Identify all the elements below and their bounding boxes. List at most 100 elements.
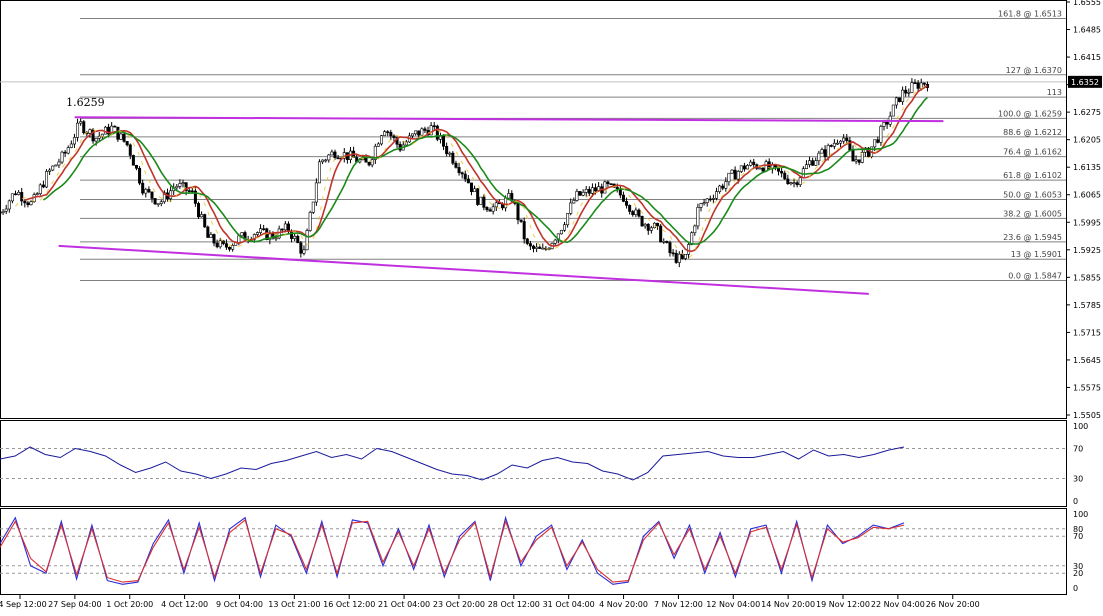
candle-body [48, 169, 52, 172]
candle-body [826, 145, 830, 158]
candle-body [640, 215, 644, 227]
candle-body [255, 232, 259, 235]
candle-body [904, 89, 908, 94]
candle-body [327, 154, 331, 161]
candle-body [479, 196, 483, 205]
candle-body [702, 202, 706, 204]
candle-body [854, 159, 858, 162]
candle-body [144, 189, 148, 194]
candle-body [559, 229, 563, 235]
candle-body [631, 211, 635, 215]
fib-level-label: 38.2 @ 1.6005 [1003, 209, 1062, 218]
candle-body [317, 161, 321, 184]
candle-body [566, 213, 570, 226]
candle-body [380, 135, 384, 145]
x-tick-label: 16 Oct 12:00 [323, 600, 375, 609]
x-tick-label: 23 Oct 20:00 [433, 600, 485, 609]
candle-body [563, 224, 567, 231]
candle-body [35, 193, 39, 195]
candle-body [882, 122, 886, 127]
fib-level-label: 161.8 @ 1.6513 [998, 10, 1062, 19]
candle-body [891, 104, 895, 117]
candle-body [1, 210, 5, 213]
candle-body [293, 235, 297, 239]
candle-body [17, 192, 21, 195]
candle-body [876, 139, 880, 143]
candle-body [922, 82, 926, 85]
candle-body [820, 149, 824, 154]
candle-body [696, 207, 700, 227]
candle-body [587, 189, 591, 194]
candle-body [429, 125, 433, 136]
candle-body [63, 151, 67, 154]
candle-body [531, 245, 535, 249]
stoch-tick-label: 0 [1073, 584, 1078, 593]
candle-body [69, 143, 73, 148]
candle-body [814, 160, 818, 166]
candle-body [842, 137, 846, 142]
candle-body [857, 159, 861, 163]
candle-body [535, 246, 539, 249]
candle-body [811, 160, 815, 166]
stoch-signal-line [0, 518, 905, 583]
candle-body [60, 151, 64, 163]
candle-body [634, 209, 638, 215]
candle-body [581, 192, 585, 196]
candle-body [780, 170, 784, 174]
candle-body [72, 137, 76, 145]
candle-body [687, 244, 691, 255]
candle-body [435, 125, 439, 140]
candle-body [711, 198, 715, 200]
y-tick-label: 1.6065 [1073, 191, 1101, 200]
x-tick-label: 21 Oct 04:00 [378, 600, 430, 609]
rsi-tick-label: 0 [1073, 497, 1078, 506]
candle-body [54, 164, 58, 167]
candle-body [742, 165, 746, 170]
candle-body [228, 246, 232, 250]
x-tick-label: 4 Oct 12:00 [161, 600, 208, 609]
candle-body [668, 242, 672, 254]
fib-level-label: 61.8 @ 1.6102 [1003, 171, 1062, 180]
candle-body [609, 183, 613, 185]
candle-body [305, 230, 309, 251]
fib-level-label: 88.6 @ 1.6212 [1003, 128, 1062, 137]
candle-body [662, 241, 666, 243]
trend-line [58, 244, 869, 295]
candle-body [367, 161, 371, 166]
candle-body [473, 188, 477, 193]
rsi-tick-label: 100 [1073, 422, 1088, 431]
candle-body [91, 129, 95, 142]
current-price-tag [1068, 75, 1102, 88]
x-tick-label: 12 Nov 04:00 [706, 600, 760, 609]
candle-body [485, 207, 489, 211]
candle-body [38, 184, 42, 194]
candle-body [97, 135, 101, 139]
y-tick-label: 1.6135 [1073, 163, 1101, 172]
candle-body [88, 129, 92, 134]
candle-body [519, 219, 523, 222]
candle-body [845, 137, 849, 141]
y-tick-label: 1.6275 [1073, 108, 1101, 117]
candle-body [122, 133, 126, 142]
candle-body [240, 232, 244, 237]
candle-body [463, 173, 467, 180]
y-tick-label: 1.6555 [1073, 0, 1101, 7]
candle-body [314, 182, 318, 203]
candle-body [442, 135, 446, 147]
candle-body [448, 152, 452, 155]
candle-body [879, 126, 883, 143]
candle-body [721, 185, 725, 189]
y-tick-label: 1.5855 [1073, 273, 1101, 282]
y-tick-label: 1.5925 [1073, 246, 1101, 255]
x-tick-label: 4 Nov 20:00 [599, 600, 648, 609]
candle-body [141, 182, 145, 194]
candle-body [290, 230, 294, 239]
candle-body [376, 143, 380, 147]
candle-body [187, 190, 191, 192]
candle-body [336, 157, 340, 160]
candle-body [181, 182, 185, 184]
candle-body [491, 206, 495, 212]
fib-level-label: 0.0 @ 1.5847 [1008, 271, 1062, 280]
candle-body [724, 181, 728, 189]
